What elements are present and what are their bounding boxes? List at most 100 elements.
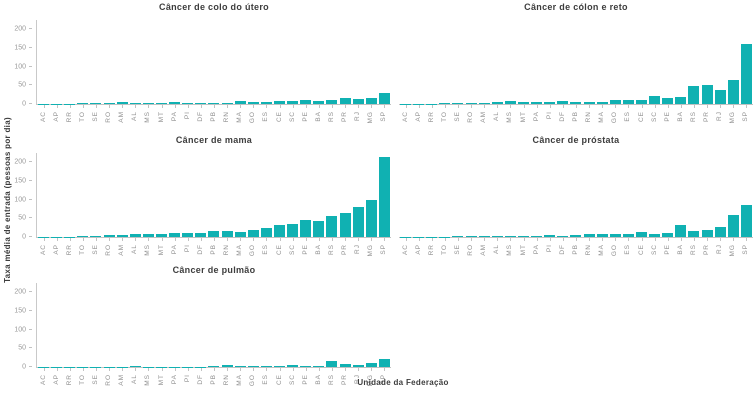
bar-slot-mt — [155, 153, 168, 237]
bar-mg — [727, 214, 739, 237]
x-tick-go: GO — [609, 238, 622, 265]
x-tick-mark — [292, 238, 294, 241]
x-tick-sp: SP — [740, 238, 753, 265]
bar-slot-ce — [273, 153, 286, 237]
bar-slot-sc — [648, 20, 661, 104]
x-tick-am: AM — [116, 238, 129, 265]
bar-pi — [182, 233, 194, 237]
bar-pb — [570, 102, 582, 104]
x-tick-mark — [43, 105, 45, 108]
x-tick-mark — [589, 238, 591, 241]
x-tick-mt: MT — [155, 368, 168, 395]
bar-ma — [596, 234, 608, 237]
bar-slot-am — [478, 20, 491, 104]
x-tick-label: AC — [401, 111, 409, 123]
x-tick-ac: AC — [37, 105, 50, 132]
x-tick-mark — [562, 238, 564, 241]
bar-ac — [38, 366, 50, 367]
bar-slot-ap — [412, 153, 425, 237]
bar-rn — [583, 101, 595, 104]
x-tick-label: ES — [624, 111, 632, 122]
y-tick-label: 150 — [14, 307, 26, 315]
x-tick-mark — [746, 238, 748, 241]
x-tick-pi: PI — [181, 238, 194, 265]
bar-slot-al — [491, 153, 504, 237]
x-tick-am: AM — [478, 238, 491, 265]
bar-se — [452, 103, 464, 104]
x-tick-mark — [720, 238, 722, 241]
x-tick-label: RS — [689, 244, 697, 256]
x-tick-es: ES — [260, 368, 273, 395]
y-tick-mark — [29, 84, 32, 86]
x-tick-rj: RJ — [352, 238, 365, 265]
x-tick-label: RO — [104, 374, 112, 386]
bar-slot-ac — [37, 153, 50, 237]
bar-sc — [287, 364, 299, 367]
subplot-title: Câncer de próstata — [532, 135, 620, 145]
x-tick-rs: RS — [687, 105, 700, 132]
x-tick-label: MT — [519, 244, 527, 256]
x-tick-mark — [575, 238, 577, 241]
x-tick-mark — [457, 238, 459, 241]
x-tick-ac: AC — [399, 105, 412, 132]
x-tick-label: MS — [144, 111, 152, 123]
bar-slot-to — [76, 283, 89, 367]
x-tick-mark — [56, 105, 58, 108]
x-tick-label: AC — [401, 244, 409, 256]
x-tick-mark — [240, 368, 242, 371]
x-tick-pe: PE — [299, 368, 312, 395]
bar-slot-ma — [234, 20, 247, 104]
x-tick-label: TO — [78, 111, 86, 122]
x-tick-mark — [279, 238, 281, 241]
bar-pb — [570, 234, 582, 237]
x-tick-es: ES — [622, 105, 635, 132]
y-tick-mark — [29, 103, 32, 104]
bar-pb — [208, 366, 220, 367]
bar-pa — [169, 102, 181, 104]
x-tick-mark — [733, 105, 735, 108]
bar-rn — [221, 365, 233, 367]
x-tick-sp: SP — [378, 238, 391, 265]
x-tick-label: AP — [52, 111, 60, 122]
x-tick-ba: BA — [312, 368, 325, 395]
bar-es — [260, 366, 272, 367]
x-axis-ticks: AC AP RR TO SE RO AM AL MS MT PA PI DF PB RN MA GO ES CE SC… — [399, 238, 753, 265]
x-tick-label: PE — [663, 111, 671, 122]
x-tick-mark — [174, 238, 176, 241]
x-tick-label: PB — [571, 244, 579, 255]
x-tick-label: BA — [314, 244, 322, 255]
x-tick-mark — [69, 238, 71, 241]
x-tick-ac: AC — [37, 238, 50, 265]
x-tick-rr: RR — [63, 105, 76, 132]
x-tick-label: RR — [427, 111, 435, 123]
x-tick-label: BA — [314, 111, 322, 122]
x-tick-mark — [122, 238, 124, 241]
x-tick-pb: PB — [569, 105, 582, 132]
bar-rj — [352, 207, 364, 237]
bar-pi — [544, 234, 556, 237]
bar-slot-ma — [234, 153, 247, 237]
x-tick-label: GO — [249, 244, 257, 257]
x-tick-ms: MS — [142, 238, 155, 265]
x-tick-ro: RO — [465, 238, 478, 265]
y-tick-label: 100 — [14, 63, 26, 71]
x-tick-label: PB — [209, 244, 217, 255]
x-tick-pi: PI — [181, 105, 194, 132]
bar-slot-es — [260, 283, 273, 367]
bar-slot-pa — [168, 153, 181, 237]
bar-slot-rj — [714, 153, 727, 237]
bar-to — [439, 236, 451, 237]
x-tick-label: GO — [249, 374, 257, 387]
x-tick-label: RS — [327, 111, 335, 123]
bar-ap — [51, 366, 63, 367]
x-tick-mark — [331, 105, 333, 108]
x-tick-pb: PB — [207, 368, 220, 395]
x-tick-se: SE — [89, 105, 102, 132]
bar-ms — [504, 235, 516, 237]
x-tick-mark — [707, 105, 709, 108]
x-tick-mark — [227, 105, 229, 108]
bar-slot-pa — [168, 20, 181, 104]
bar-sp — [740, 44, 752, 104]
x-tick-se: SE — [89, 238, 102, 265]
bar-slot-ac — [399, 153, 412, 237]
